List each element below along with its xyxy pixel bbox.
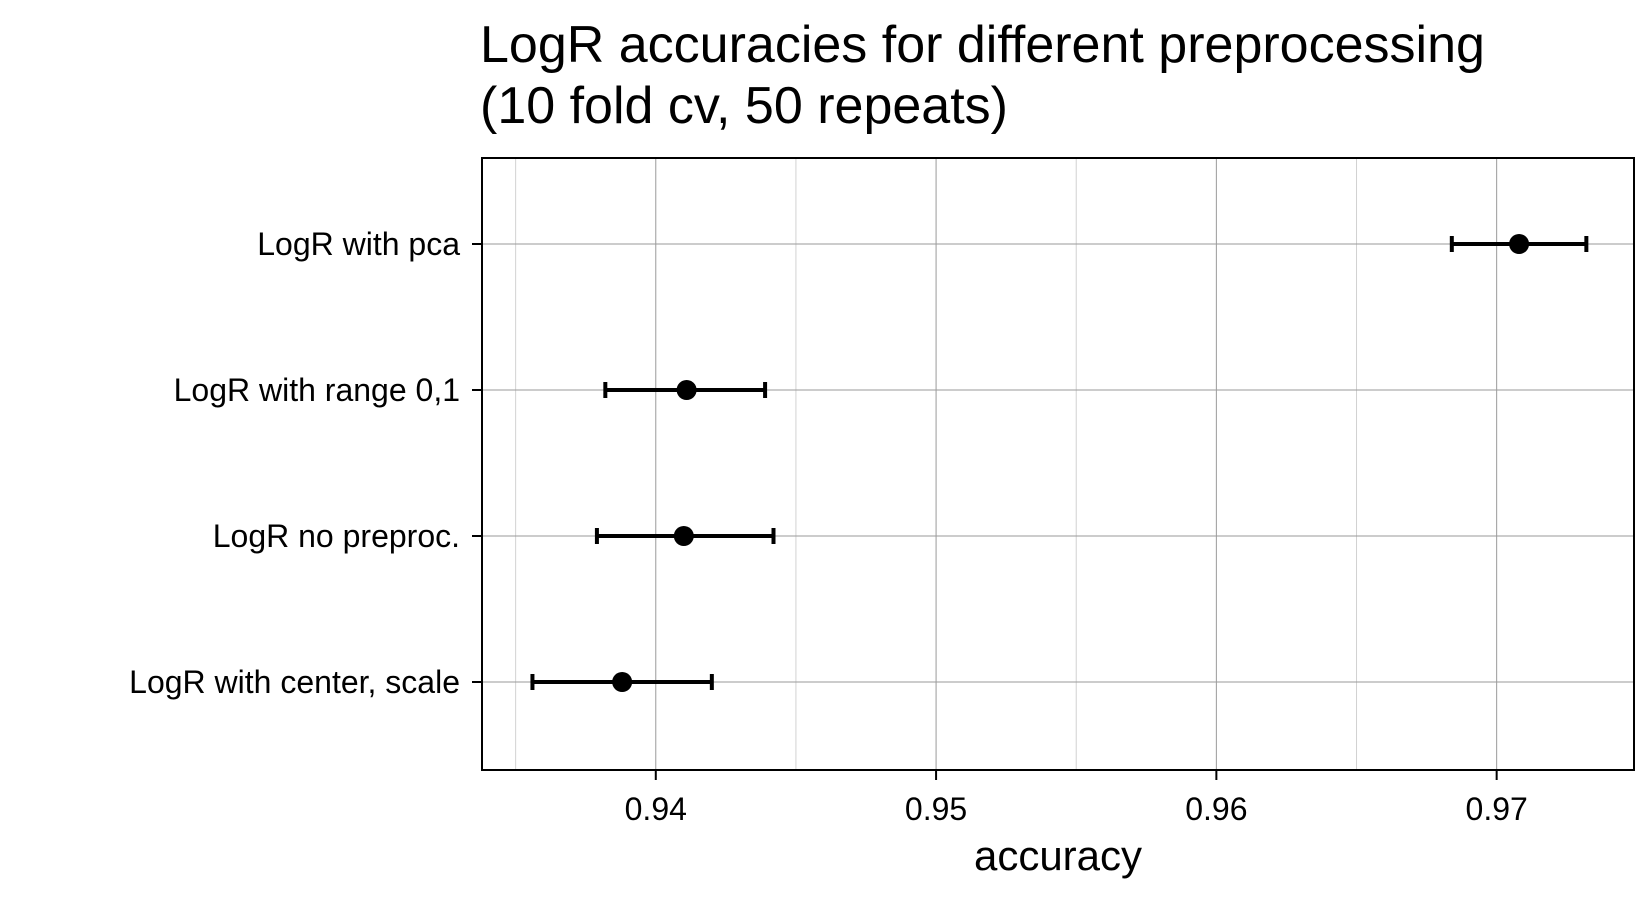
chart-title-line-1: LogR accuracies for different preprocess… xyxy=(480,16,1485,74)
y-tick-label-2: LogR no preproc. xyxy=(213,518,460,554)
data-point-3 xyxy=(612,672,633,692)
x-axis: 0.94 0.95 0.96 0.97 xyxy=(625,770,1528,827)
x-tick-label-2: 0.96 xyxy=(1185,791,1247,827)
chart-title-line-2: (10 fold cv, 50 repeats) xyxy=(480,77,1008,135)
plot-frame xyxy=(481,157,1635,771)
y-tick-label-0: LogR with pca xyxy=(257,226,460,262)
x-tick-label-1: 0.95 xyxy=(905,791,967,827)
y-axis: LogR with pca LogR with range 0,1 LogR no … xyxy=(129,226,482,700)
data-point-1 xyxy=(676,380,697,400)
plot-area xyxy=(482,158,1634,770)
x-tick-label-0: 0.94 xyxy=(625,791,687,827)
errorbar-0 xyxy=(1449,234,1589,254)
y-tick-label-3: LogR with center, scale xyxy=(129,664,460,700)
data-marks xyxy=(530,234,1589,692)
y-tick-label-1: LogR with range 0,1 xyxy=(174,372,460,408)
errorbar-1 xyxy=(603,380,768,400)
minor-gridlines xyxy=(515,158,1358,770)
x-axis-title: accuracy xyxy=(974,832,1142,879)
chart-title: LogR accuracies for different preprocess… xyxy=(480,16,1485,135)
errorbar-2 xyxy=(594,526,776,546)
data-point-0 xyxy=(1509,234,1530,254)
x-tick-label-3: 0.97 xyxy=(1466,791,1528,827)
data-point-2 xyxy=(673,526,694,546)
errorbar-3 xyxy=(530,672,714,692)
